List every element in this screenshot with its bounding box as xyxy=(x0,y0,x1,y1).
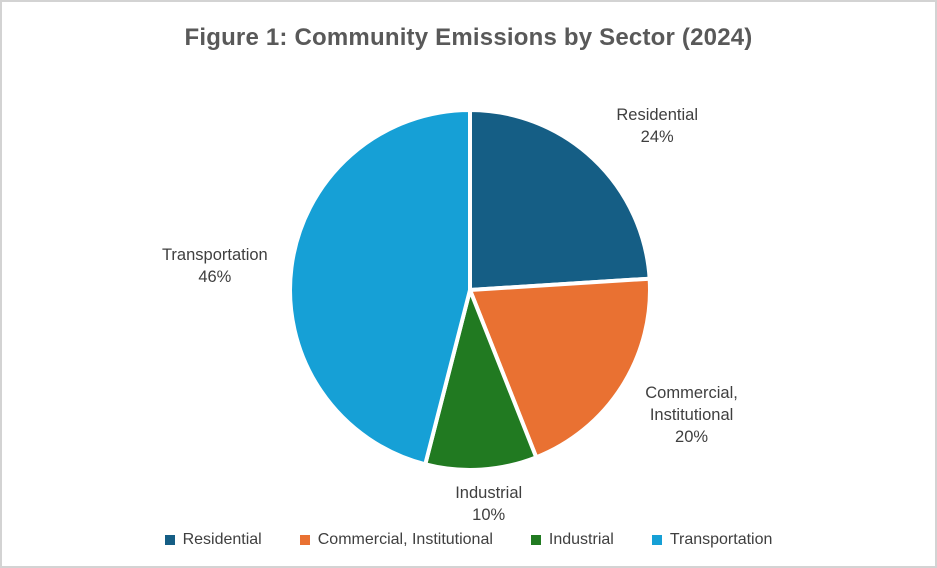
legend-label: Residential xyxy=(182,531,262,548)
legend-label: Industrial xyxy=(548,531,614,548)
legend-item-residential[interactable]: Residential xyxy=(164,531,262,549)
legend-swatch-icon xyxy=(651,535,662,545)
legend: Residential Commercial, Institutional Indu… xyxy=(2,531,935,549)
pie-slice-industrial[interactable] xyxy=(423,288,539,472)
legend-label: Commercial, Institutional xyxy=(317,531,493,548)
pie-slice-residential[interactable] xyxy=(468,108,652,292)
legend-swatch-icon xyxy=(164,535,175,545)
pie-slice-transportation[interactable] xyxy=(288,108,472,467)
legend-label: Transportation xyxy=(669,531,773,548)
chart-title: Figure 1: Community Emissions by Sector … xyxy=(184,24,753,51)
legend-item-transportation[interactable]: Transportation xyxy=(651,531,773,549)
legend-item-commercial-institutional[interactable]: Commercial, Institutional xyxy=(299,531,493,549)
legend-swatch-icon xyxy=(530,535,541,545)
legend-swatch-icon xyxy=(299,535,310,545)
legend-item-industrial[interactable]: Industrial xyxy=(530,531,614,549)
pie-slice-commercial-institutional[interactable] xyxy=(468,276,652,460)
